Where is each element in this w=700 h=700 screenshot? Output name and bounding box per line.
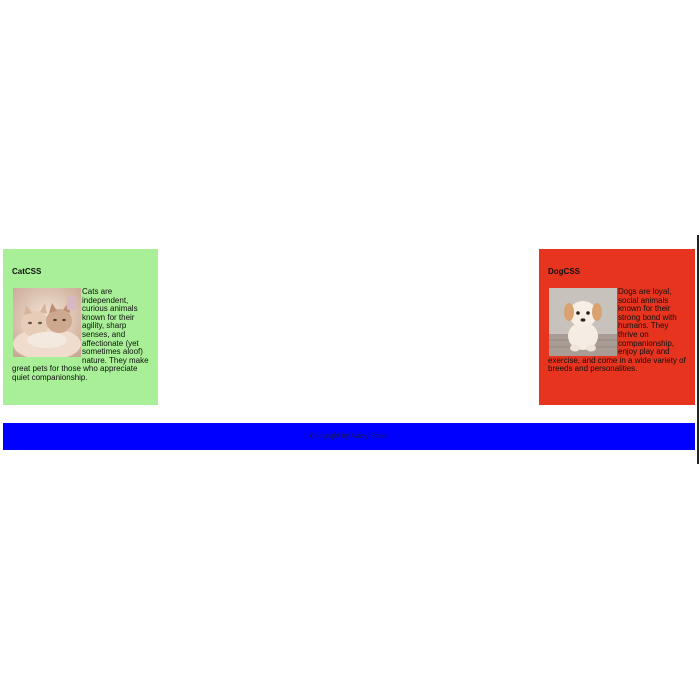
footer: Copyright by Amey Bhole bbox=[3, 423, 695, 450]
cat-card-title: CatCSS bbox=[12, 267, 42, 276]
cat-card: CatCSS bbox=[3, 249, 158, 405]
dog-image bbox=[549, 288, 617, 356]
footer-copyright: Copyright by Amey Bhole bbox=[309, 433, 389, 440]
dog-card-text: Dogs are loyal, social animals known for… bbox=[548, 287, 686, 374]
cat-image bbox=[13, 288, 81, 357]
kittens-photo-icon bbox=[13, 288, 81, 357]
scrollbar-edge bbox=[697, 235, 699, 464]
cat-card-text: Cats are independent, curious animals kn… bbox=[12, 287, 149, 382]
dog-card-title: DogCSS bbox=[548, 267, 580, 276]
dog-card: DogCSS Dogs are loyal, social animals kn… bbox=[539, 249, 695, 405]
puppy-photo-icon bbox=[549, 288, 617, 356]
